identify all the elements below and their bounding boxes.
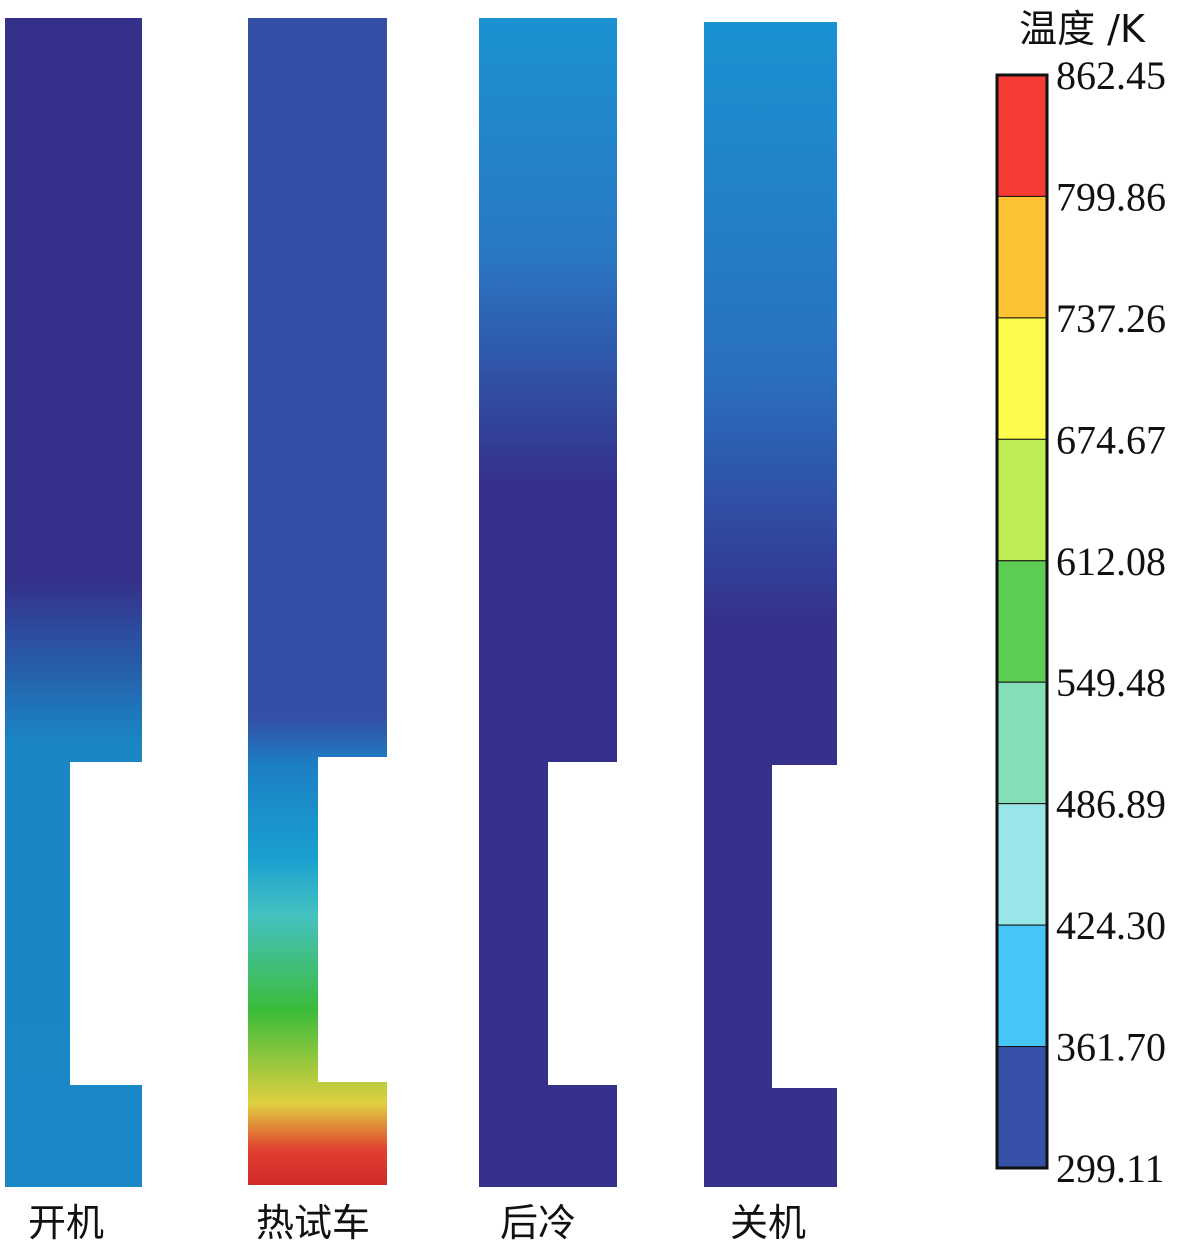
- colorbar-segment: [996, 803, 1048, 926]
- colorbar-tick-label: 612.08: [1056, 539, 1166, 584]
- colorbar-tick-label: 361.70: [1056, 1025, 1166, 1070]
- colorbar-segment: [996, 438, 1048, 562]
- colorbar-segment: [996, 924, 1048, 1048]
- panel-shape: [704, 22, 837, 1187]
- panel-label: 热试车: [256, 1201, 370, 1245]
- colorbar-segment: [996, 195, 1048, 319]
- colorbar-frame: [995, 73, 1049, 1170]
- colorbar-title: 温度 /K: [1019, 7, 1146, 51]
- colorbar-tick-label: 299.11: [1056, 1146, 1165, 1191]
- colorbar-tick-label: 549.48: [1056, 660, 1166, 705]
- colorbar-tick-label: 737.26: [1056, 296, 1166, 341]
- colorbar-tick-label: 799.86: [1056, 174, 1166, 219]
- colorbar-segment: [996, 560, 1048, 683]
- panel-shape: [248, 18, 387, 1185]
- colorbar-segment: [996, 317, 1048, 440]
- panel-label: 开机: [28, 1201, 104, 1245]
- colorbar-tick-label: 424.30: [1056, 903, 1166, 948]
- colorbar-tick-label: 486.89: [1056, 782, 1166, 827]
- panel-label: 后冷: [500, 1201, 576, 1245]
- colorbar-tick-label: 862.45: [1056, 53, 1166, 98]
- colorbar-segment: [996, 74, 1048, 197]
- panel-shape: [5, 18, 142, 1187]
- colorbar-segment: [996, 1046, 1048, 1169]
- colorbar-segment: [996, 681, 1048, 805]
- colorbar-tick-label: 674.67: [1056, 417, 1166, 462]
- panel-shape: [479, 18, 617, 1187]
- panel-label: 关机: [730, 1201, 806, 1245]
